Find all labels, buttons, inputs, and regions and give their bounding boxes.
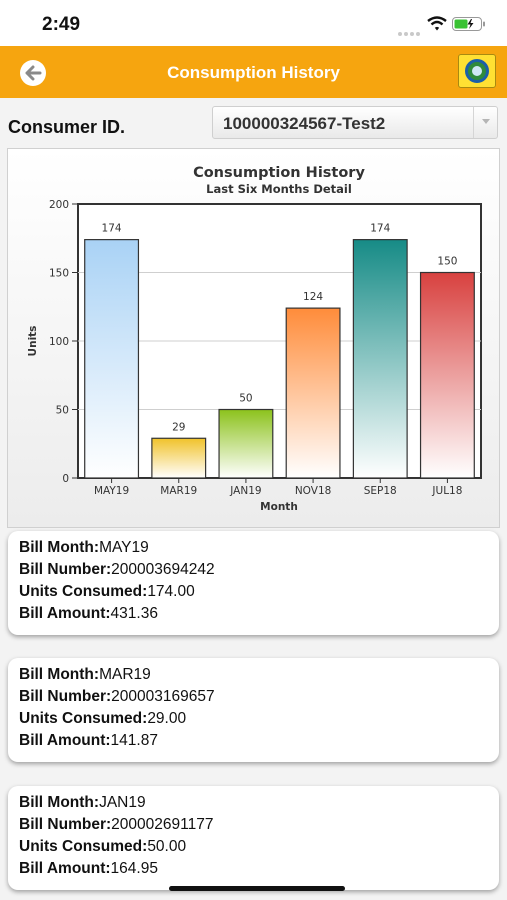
y-axis-ticks: 0 50 100 150 200 [49, 199, 78, 485]
bar-mar19[interactable] [151, 437, 207, 479]
units-consumed-line: Units Consumed:174.00 [19, 583, 195, 600]
bill-number-line: Bill Number:200002691177 [19, 816, 214, 833]
bill-month-line: Bill Month:MAY19 [19, 539, 149, 556]
bar-value-label: 124 [303, 291, 323, 303]
bar-value-label: 174 [102, 223, 122, 235]
y-tick-label: 200 [49, 199, 69, 211]
status-time: 2:49 [42, 14, 81, 35]
bar-value-label: 29 [172, 421, 185, 433]
bar-jul18[interactable] [419, 271, 475, 479]
wifi-icon [427, 16, 447, 31]
bill-amount-line: Bill Amount:431.36 [19, 605, 158, 622]
units-consumed-line: Units Consumed:29.00 [19, 710, 187, 727]
x-axis-ticks: MAY19 MAR19 JAN19 NOV18 SEP18 JUL18 [94, 478, 462, 497]
bill-number-line: Bill Number:200003694242 [19, 561, 215, 578]
bar-may19[interactable] [84, 239, 140, 479]
consumer-id-label: Consumer ID. [8, 117, 126, 137]
home-indicator[interactable] [169, 886, 345, 891]
x-axis-label: Month [260, 501, 298, 513]
consumer-id-select[interactable]: 100000324567-Test2 [212, 106, 498, 139]
battery-icon [452, 17, 485, 31]
bill-month-line: Bill Month:JAN19 [19, 794, 146, 811]
x-tick-label: JAN19 [229, 485, 261, 497]
bill-card[interactable]: Bill Month:MAR19 Bill Number:20000316965… [8, 658, 499, 762]
x-tick-label: JUL18 [431, 485, 462, 497]
bar-value-label: 50 [239, 393, 252, 405]
status-bar: 2:49 [0, 0, 507, 46]
back-arrow-icon [25, 65, 42, 81]
x-tick-label: SEP18 [364, 485, 397, 497]
app-header: Consumption History [0, 46, 507, 98]
units-consumed-line: Units Consumed:50.00 [19, 838, 187, 855]
utility-logo-icon[interactable] [458, 54, 496, 88]
back-button[interactable] [20, 60, 46, 86]
bar-jan19[interactable] [218, 408, 274, 479]
page-title: Consumption History [167, 63, 340, 82]
bill-amount-line: Bill Amount:164.95 [19, 860, 158, 877]
bar-nov18[interactable] [285, 307, 341, 479]
y-tick-label: 50 [56, 405, 69, 417]
cellular-signal-icon [398, 23, 424, 36]
bill-card[interactable]: Bill Month:MAY19 Bill Number:20000369424… [8, 531, 499, 635]
chart-subtitle: Last Six Months Detail [206, 182, 352, 196]
consumer-id-value: 100000324567-Test2 [223, 114, 386, 133]
dropdown-caret[interactable] [473, 107, 497, 138]
y-axis-label: Units [27, 326, 39, 357]
bill-number-line: Bill Number:200003169657 [19, 688, 215, 705]
y-tick-label: 100 [49, 336, 69, 348]
bar-value-label: 174 [370, 223, 390, 235]
bar-sep18[interactable] [352, 239, 408, 479]
x-tick-label: MAR19 [160, 485, 197, 497]
bill-month-line: Bill Month:MAR19 [19, 666, 151, 683]
grid-lines [78, 272, 481, 410]
x-tick-label: MAY19 [94, 485, 129, 497]
chart-title: Consumption History [193, 165, 365, 181]
y-tick-label: 0 [62, 473, 69, 485]
bill-card[interactable]: Bill Month:JAN19 Bill Number:20000269117… [8, 786, 499, 890]
chevron-down-icon [482, 119, 490, 124]
bill-amount-line: Bill Amount:141.87 [19, 732, 158, 749]
x-tick-label: NOV18 [295, 485, 331, 497]
chart-svg: Consumption History Last Six Months Deta… [27, 165, 482, 513]
consumption-chart: Consumption History Last Six Months Deta… [7, 148, 500, 528]
bar-value-label: 150 [437, 256, 457, 268]
y-tick-label: 150 [49, 268, 69, 280]
consumer-row: Consumer ID. 100000324567-Test2 [0, 98, 507, 148]
